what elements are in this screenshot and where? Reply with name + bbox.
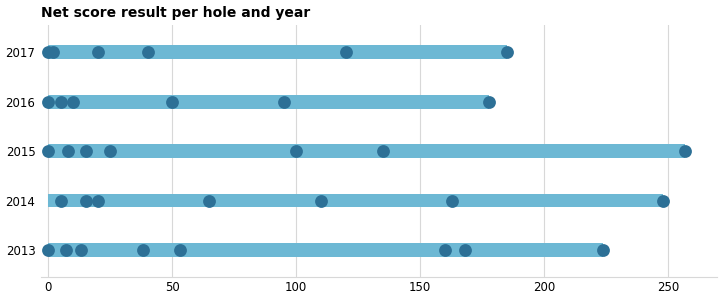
Point xyxy=(484,99,495,104)
Point xyxy=(142,50,153,55)
Text: Net score result per hole and year: Net score result per hole and year xyxy=(41,6,310,20)
Point xyxy=(278,99,290,104)
Point xyxy=(340,50,351,55)
Point xyxy=(80,149,91,154)
Point xyxy=(680,149,691,154)
Point xyxy=(501,50,513,55)
Point xyxy=(439,248,450,253)
Point xyxy=(93,50,104,55)
Point xyxy=(48,50,59,55)
Bar xyxy=(48,45,507,59)
Point xyxy=(55,99,67,104)
Point xyxy=(43,99,54,104)
Point xyxy=(80,198,91,203)
Point xyxy=(291,149,302,154)
Point xyxy=(137,248,148,253)
Point xyxy=(204,198,215,203)
Point xyxy=(60,248,72,253)
Point xyxy=(55,198,67,203)
Point xyxy=(657,198,669,203)
Point xyxy=(459,248,471,253)
Point xyxy=(43,50,54,55)
Point xyxy=(43,248,54,253)
Point xyxy=(315,198,327,203)
Point xyxy=(447,198,458,203)
Point xyxy=(67,99,79,104)
Point xyxy=(174,248,186,253)
Point xyxy=(105,149,116,154)
Bar xyxy=(48,194,663,208)
Bar xyxy=(48,243,604,257)
Point xyxy=(377,149,389,154)
Point xyxy=(598,248,609,253)
Point xyxy=(75,248,87,253)
Bar xyxy=(48,95,489,109)
Point xyxy=(93,198,104,203)
Bar xyxy=(48,144,685,158)
Point xyxy=(43,149,54,154)
Point xyxy=(166,99,178,104)
Point xyxy=(62,149,74,154)
